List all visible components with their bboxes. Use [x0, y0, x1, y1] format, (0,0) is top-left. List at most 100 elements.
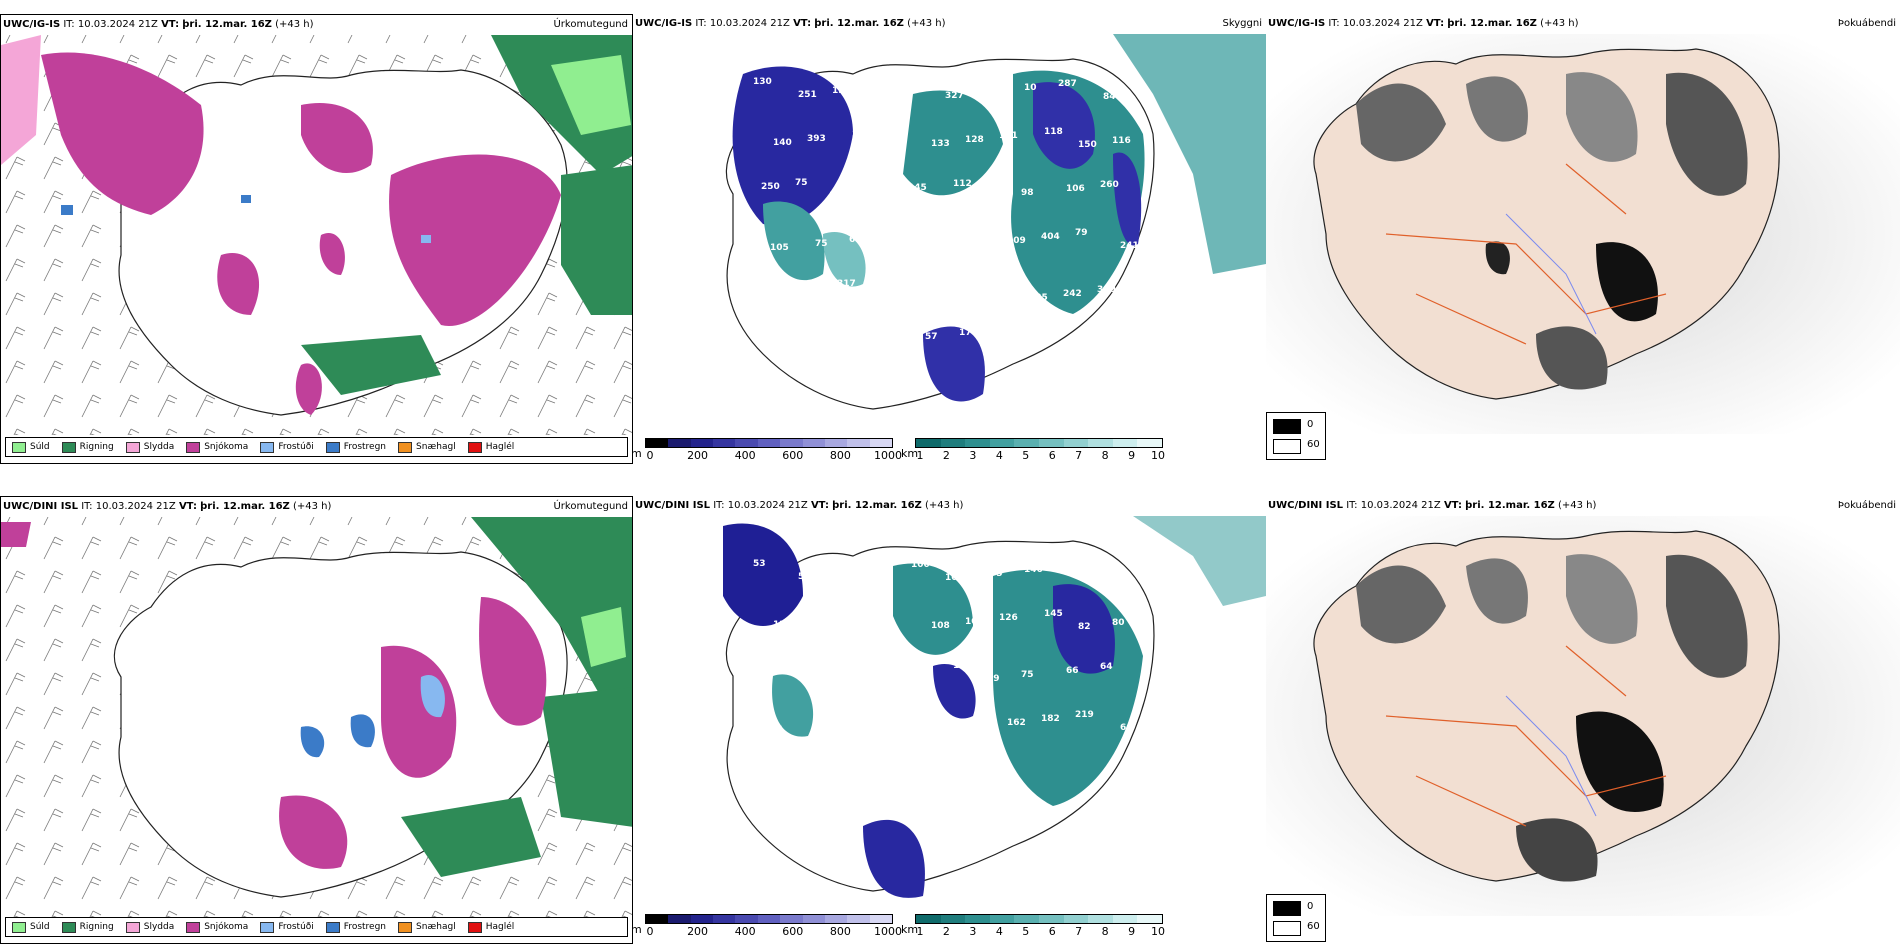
legend-swatch	[467, 921, 482, 933]
legend-label: Frostregn	[343, 922, 387, 932]
colorbar-tick: 1	[916, 449, 924, 462]
cloud-base-value: 106	[1066, 184, 1085, 194]
colorbar-segment	[802, 439, 825, 447]
legend-item: Haglél	[467, 921, 514, 933]
colorbar-tick: 0	[646, 449, 654, 462]
fog-panel-row1: UWC/IG-IS IT: 10.03.2024 21Z VT: þri. 12…	[1266, 14, 1900, 464]
cloud-base-value: 75	[1021, 670, 1034, 680]
cloud-base-value: 63	[849, 235, 862, 245]
cloud-base-value: 100	[911, 560, 930, 570]
cloud-base-value: 55	[1004, 341, 1017, 351]
cloud-base-value: 93	[886, 143, 899, 153]
cloud-base-value: 46	[928, 709, 941, 719]
cloud-base-value: 327	[945, 91, 964, 101]
cloud-base-value: 87	[837, 761, 850, 771]
colorbar-tick: 600	[782, 925, 804, 938]
legend-label: Snjókoma	[204, 442, 249, 452]
cloud-base-value: 182	[1041, 714, 1060, 724]
cloud-base-value: 151	[999, 131, 1018, 141]
cloud-base-value: 326	[905, 288, 924, 298]
legend-label: Súld	[30, 442, 50, 452]
panel-title: Þokuábendi	[1837, 18, 1896, 29]
cloud-base-value: 79	[987, 674, 1000, 684]
cloud-base-value: 128	[965, 135, 984, 145]
colorbar-tick: 800	[829, 449, 851, 462]
colorbar-segment	[940, 439, 966, 447]
colorbar-tick: 4	[995, 449, 1003, 462]
cloud-base-value: 61	[815, 721, 828, 731]
cloud-base-value: 105	[770, 243, 789, 253]
legend-swatch	[186, 441, 201, 453]
colorbar-segment	[690, 915, 714, 923]
cloud-base-value: 126	[999, 613, 1018, 623]
colorbar-tick: 2	[942, 449, 950, 462]
panel-header: UWC/DINI ISL IT: 10.03.2024 21Z VT: þri.…	[3, 501, 332, 512]
panel-header: UWC/IG-IS IT: 10.03.2024 21Z VT: þri. 12…	[635, 18, 946, 29]
colorbar-tick: 1	[916, 925, 924, 938]
cloud-base-value: 130	[753, 77, 772, 87]
cloud-base-value: 75	[990, 569, 1003, 579]
colorbar-tick: 9	[1128, 925, 1136, 938]
cloud-base-value: 94	[758, 769, 771, 779]
colorbar-tick: 7	[1075, 449, 1083, 462]
fog-legend: 0 60	[1266, 412, 1326, 460]
cloud-map: 130 251 158 188 371 327 286 10 287 84 140 393 332 93 1…	[725, 34, 1266, 410]
precip-type-map	[1, 517, 632, 917]
cloud-base-value: 300	[1097, 285, 1116, 295]
colorbar-tick: 0	[646, 925, 654, 938]
cloud-base-value: 159	[874, 187, 893, 197]
colorbar-segment	[989, 915, 1015, 923]
legend-item: Haglél	[467, 441, 514, 453]
cloud-base-value: 393	[807, 134, 826, 144]
cloud-base-value: 177	[761, 664, 780, 674]
legend-swatch	[398, 441, 413, 453]
cloud-base-value: 178	[959, 328, 978, 338]
precip-type-panel-row2: UWC/DINI ISL IT: 10.03.2024 21Z VT: þri.…	[0, 496, 633, 944]
legend-item: Slydda	[125, 921, 174, 933]
legend-item: Snæhagl	[398, 441, 456, 453]
legend-label: Frostregn	[343, 442, 387, 452]
legend-label: Súld	[30, 922, 50, 932]
colorbar-tick: 1000	[874, 925, 903, 938]
cloud-base-value: 317	[837, 279, 856, 289]
colorbar-tick: 7	[1075, 925, 1083, 938]
cloud-base-value: 102	[953, 661, 972, 671]
cloud-base-value: 309	[1007, 236, 1026, 246]
colorbar-segment	[824, 915, 848, 923]
cloud-panel-row2: UWC/DINI ISL IT: 10.03.2024 21Z VT: þri.…	[633, 496, 1266, 944]
cloud-base-value: 49	[877, 564, 890, 574]
cloud-base-value: 121	[984, 280, 1003, 290]
legend-label: Snjókoma	[204, 922, 249, 932]
legend-swatch	[12, 921, 26, 933]
elevation-colorbar: m 0 200 400 600 800 1000	[633, 438, 902, 464]
cloud-base-value: 175	[795, 660, 814, 670]
fog-value: 0	[1307, 901, 1314, 912]
cloud-panel-row1: UWC/IG-IS IT: 10.03.2024 21Z VT: þri. 12…	[633, 14, 1266, 464]
panel-header: UWC/IG-IS IT: 10.03.2024 21Z VT: þri. 12…	[3, 19, 314, 30]
colorbar-segment	[668, 439, 691, 447]
cloud-base-value: 158	[832, 86, 851, 96]
cloud-base-value: 219	[1075, 710, 1094, 720]
colorbar-segment	[1063, 915, 1089, 923]
legend-swatch	[12, 441, 26, 453]
cloud-base-value: 95	[883, 713, 896, 723]
cloud-base-value: 188	[877, 82, 896, 92]
colorbar-segment	[1112, 439, 1138, 447]
cloud-base-value: 58	[798, 572, 811, 582]
colorbar-tick: 400	[734, 925, 756, 938]
colorbar-tick: 8	[1101, 925, 1109, 938]
fog-value: 60	[1307, 921, 1320, 932]
cloud-base-value: 11	[1058, 561, 1071, 571]
legend-swatch	[61, 921, 76, 933]
legend-item: Súld	[12, 441, 50, 453]
colorbar-segment	[989, 439, 1015, 447]
cloud-base-value: 31	[962, 722, 975, 732]
fog-panel-row2: UWC/DINI ISL IT: 10.03.2024 21Z VT: þri.…	[1266, 496, 1900, 944]
cloud-base-value: 325	[950, 284, 969, 294]
colorbar-segment	[646, 439, 669, 447]
legend-swatch	[325, 921, 340, 933]
cloud-base-value: 13	[829, 191, 842, 201]
colorbar-segment	[757, 915, 781, 923]
panel-header: UWC/IG-IS IT: 10.03.2024 21Z VT: þri. 12…	[1268, 18, 1579, 29]
cloud-base-value: 121	[758, 287, 777, 297]
